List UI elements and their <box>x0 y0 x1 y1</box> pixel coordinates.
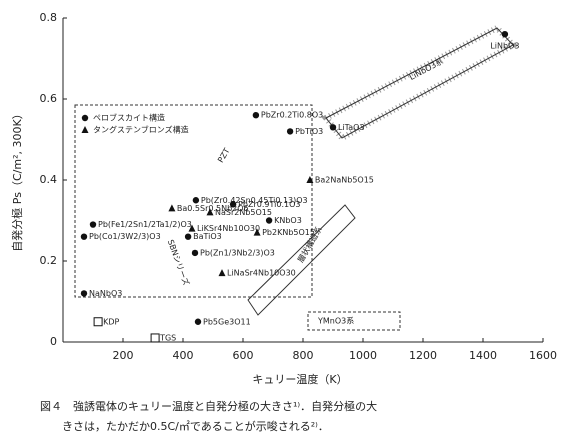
point-label: NaNbO3 <box>89 289 122 298</box>
x-tick-label: 1000 <box>349 349 377 362</box>
point <box>253 228 261 236</box>
x-tick-label: 400 <box>173 349 194 362</box>
point-label: Pb(Fe1/2Sn1/2Ta1/2)O3 <box>98 220 192 229</box>
point <box>89 221 97 228</box>
point <box>192 197 200 204</box>
point-label: BaTiO3 <box>193 232 222 241</box>
point-label: PbTiO3 <box>295 127 323 136</box>
legend-marker <box>81 126 89 133</box>
legend-marker <box>81 114 89 122</box>
point-label: Ba2NaNb5O15 <box>315 176 374 185</box>
point <box>218 269 226 277</box>
point-label: TGS <box>159 333 176 342</box>
ymno3-region <box>307 311 401 331</box>
point <box>206 208 214 216</box>
point-label: Pb2KNb5O15 <box>262 228 315 237</box>
x-tick-label: 1600 <box>529 349 557 362</box>
point <box>229 201 237 208</box>
point <box>188 224 196 232</box>
point <box>93 317 103 327</box>
x-axis-label: キュリー温度（K） <box>252 372 347 386</box>
annotation: SBNシリーズ <box>166 238 192 287</box>
hatch <box>321 24 518 142</box>
caption: 図４ 強誘電体のキュリー温度と自発分極の大きさ¹⁾．自発分極の大 <box>40 399 377 413</box>
y-tick-label: 0.6 <box>40 92 58 105</box>
x-tick-label: 1400 <box>469 349 497 362</box>
legend-label: タングステンブロンズ構造 <box>93 125 189 135</box>
point <box>286 128 294 135</box>
point-label: Pb(Zr0.42Sn0.45Ti0.13)O3 <box>201 196 308 205</box>
point-label: KDP <box>103 317 119 326</box>
point-label: LiNbO3 <box>490 42 519 51</box>
point <box>168 204 176 212</box>
linbo3-band <box>325 27 514 139</box>
point-label: Pb5Ge3O11 <box>203 317 251 326</box>
point-label: Ba0.5Sr0.5Nb2O6 <box>177 204 249 213</box>
y-tick-label: 0 <box>50 335 57 348</box>
point <box>80 233 88 240</box>
point <box>265 217 273 224</box>
point-label: PbZr0.2Ti0.8O3 <box>261 111 323 120</box>
y-tick-label: 0.4 <box>40 173 58 186</box>
point-label: NaSr2Nb5O15 <box>215 208 272 217</box>
point-label: LiTaO3 <box>338 123 365 132</box>
point <box>501 31 509 38</box>
point-label: LiKSr4Nb10O30 <box>197 224 260 233</box>
point-label: KNbO3 <box>274 216 302 225</box>
point <box>329 124 337 131</box>
x-tick-label: 600 <box>233 349 254 362</box>
x-tick-label: 1200 <box>409 349 437 362</box>
point-label: LiNaSr4Nb10O30 <box>227 269 296 278</box>
point-label: PbZr0.9Ti0.1O3 <box>238 200 300 209</box>
point <box>184 233 192 240</box>
perovskite-region <box>74 104 313 298</box>
caption: きさは，たかだか0.5C/㎡であることが示唆される²⁾． <box>62 419 329 433</box>
x-tick-label: 200 <box>113 349 134 362</box>
point <box>306 176 314 183</box>
y-tick-label: 0.2 <box>40 254 58 267</box>
point <box>252 112 260 119</box>
layered-band <box>247 204 356 316</box>
annotation: PZT <box>216 146 231 164</box>
point <box>194 318 202 325</box>
y-axis-label: 自発分極 Ps（C/m², 300K） <box>10 108 24 251</box>
point <box>150 333 160 343</box>
x-tick-label: 800 <box>293 349 314 362</box>
annotation: YMnO3系 <box>317 316 354 326</box>
point-label: Pb(Co1/3W2/3)O3 <box>89 232 161 241</box>
y-tick-label: 0.8 <box>40 11 58 24</box>
point <box>80 290 88 297</box>
point <box>191 249 199 257</box>
point-label: Pb(Zn1/3Nb2/3)O3 <box>200 248 275 257</box>
legend-label: ペロブスカイト構造 <box>93 113 165 123</box>
